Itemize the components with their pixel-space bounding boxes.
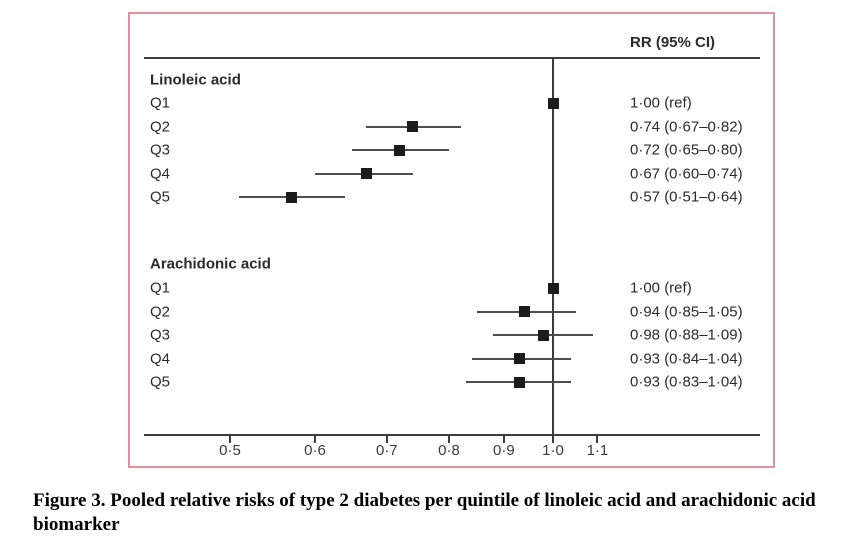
row-label: Q5	[150, 373, 171, 391]
axis-tick-label: 1·1	[586, 442, 609, 459]
top-rule	[144, 57, 760, 59]
figure-box: RR (95% CI) Linoleic acid Q1 1·00 (ref) Q2 0…	[128, 12, 775, 468]
rr-value: 0·72 (0·65–0·80)	[630, 141, 743, 159]
rr-marker	[547, 97, 559, 109]
group-label: Arachidonic acid	[150, 255, 271, 273]
reference-line	[552, 57, 554, 434]
axis-tick-label: 0·7	[375, 442, 398, 459]
rr-value: 0·93 (0·84–1·04)	[630, 350, 743, 367]
rr-marker	[360, 168, 372, 179]
axis-tick-label: 0·5	[219, 442, 241, 459]
rr-marker	[407, 121, 419, 132]
rr-value: 0·74 (0·67–0·82)	[630, 118, 743, 135]
rr-value: 0·57 (0·51–0·64)	[630, 188, 743, 206]
axis-tick-mark	[552, 434, 554, 443]
axis-tick-mark	[228, 434, 231, 443]
axis-tick-mark	[385, 434, 388, 443]
rr-marker	[513, 376, 525, 388]
axis-tick-mark	[448, 434, 450, 443]
row-label: Q4	[150, 165, 171, 182]
rr-value: 0·94 (0·85–1·05)	[630, 303, 743, 320]
rr-marker	[513, 353, 525, 364]
x-axis-line	[144, 434, 760, 436]
group-label: Linoleic acid	[150, 71, 241, 89]
figure-caption: Figure 3. Pooled relative risks of type …	[33, 490, 816, 535]
row-label: Q3	[150, 141, 171, 159]
rr-value: 0·67 (0·60–0·74)	[630, 165, 743, 182]
rr-marker	[285, 191, 297, 203]
row-label: Q4	[150, 350, 171, 367]
row-label: Q2	[150, 118, 171, 135]
rr-value: 0·93 (0·83–1·04)	[630, 373, 743, 391]
rr-marker	[547, 282, 559, 294]
rr-value: 1·00 (ref)	[630, 279, 692, 297]
row-label: Q5	[150, 188, 171, 206]
rr-value: 1·00 (ref)	[630, 94, 692, 112]
axis-tick-mark	[313, 434, 316, 443]
axis-tick-label: 0·9	[493, 442, 515, 459]
rr-marker	[538, 329, 550, 341]
row-label: Q2	[150, 303, 171, 320]
rr-marker	[518, 306, 530, 317]
rr-marker	[394, 144, 406, 156]
axis-tick-mark	[596, 434, 599, 443]
row-label: Q1	[150, 279, 171, 297]
axis-tick-mark	[502, 434, 505, 443]
row-label: Q1	[150, 94, 171, 112]
rr-column-header: RR (95% CI)	[630, 34, 716, 51]
rr-value: 0·98 (0·88–1·09)	[630, 326, 743, 344]
axis-tick-label: 0·6	[304, 442, 326, 459]
row-label: Q3	[150, 326, 171, 344]
axis-tick-label: 1·0	[542, 442, 564, 459]
axis-tick-label: 0·8	[438, 442, 460, 459]
